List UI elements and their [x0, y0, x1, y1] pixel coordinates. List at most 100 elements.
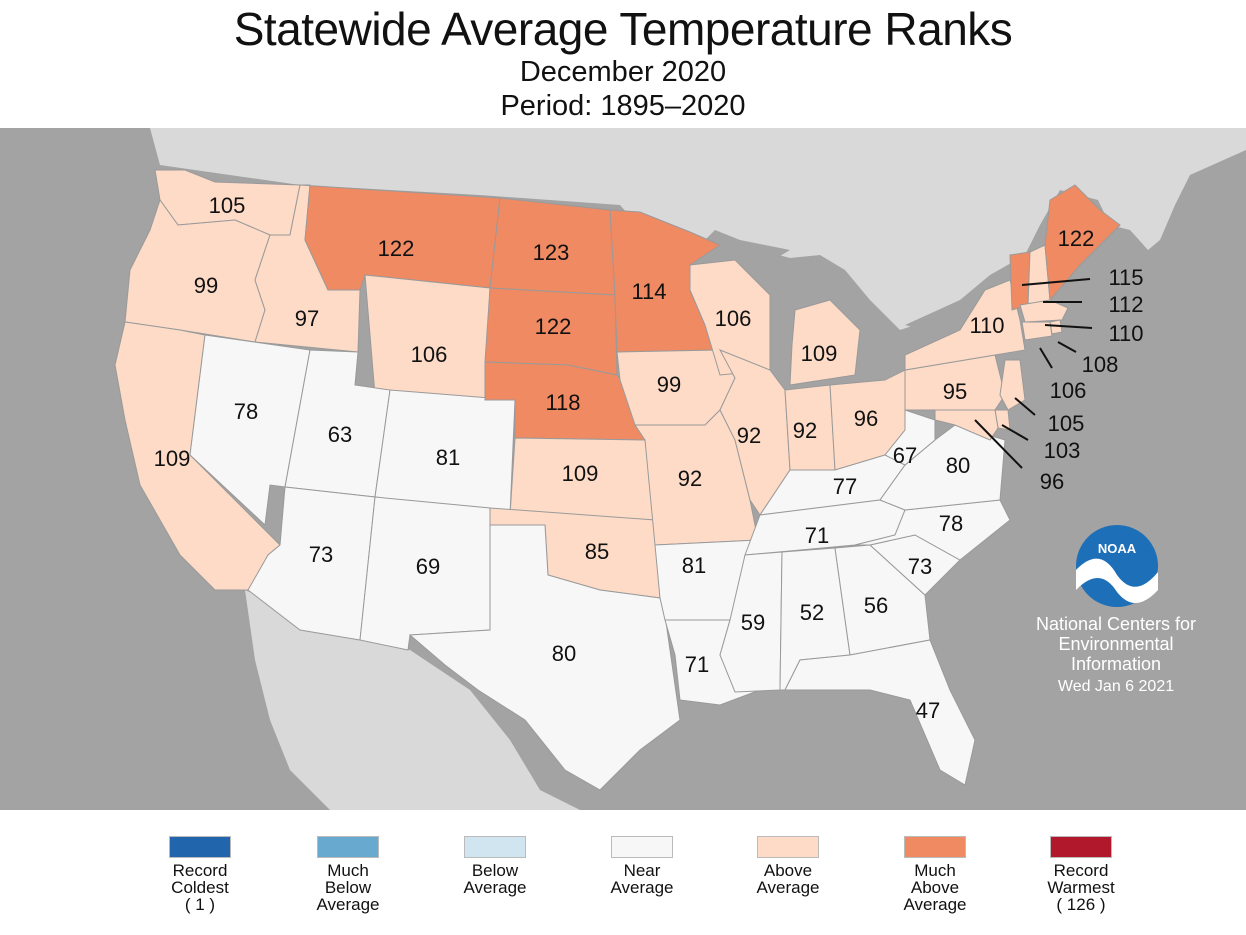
leader-lines: [974, 278, 1093, 469]
legend-label: Record Coldest ( 1 ): [171, 861, 229, 914]
legend-below: Below Average: [440, 836, 550, 896]
rank-label-tn: 71: [805, 523, 829, 548]
state-ny: [904, 279, 1026, 371]
rank-label-id: 97: [295, 306, 319, 331]
rank-label-co: 81: [436, 445, 460, 470]
rank-label-ok: 85: [585, 539, 609, 564]
state-ct: [1021, 321, 1053, 341]
legend-label: Above Average: [756, 861, 820, 897]
legend-record-warmest: Record Warmest ( 126 ): [1026, 836, 1136, 913]
legend-above: Above Average: [733, 836, 843, 896]
state-wy: [364, 274, 491, 401]
rank-label-wv: 67: [893, 443, 917, 468]
rank-label-nh: 112: [1108, 292, 1143, 317]
legend-near: Near Average: [587, 836, 697, 896]
rank-label-mn: 114: [631, 279, 666, 304]
leader-line-ri: [1057, 341, 1077, 353]
rank-label-la: 71: [685, 652, 709, 677]
rank-label-tx: 80: [552, 641, 576, 666]
rank-label-de: 103: [1044, 438, 1081, 463]
rank-label-nd: 123: [533, 240, 570, 265]
rank-label-md: 96: [1040, 469, 1064, 494]
legend: Record Coldest ( 1 ) Much Below Average …: [0, 836, 1246, 935]
legend-swatch: [757, 836, 819, 858]
rank-label-ar: 81: [682, 553, 706, 578]
legend-label: Near Average: [610, 861, 674, 897]
credit-line-1: National Centers for: [1036, 614, 1196, 634]
map-title: Statewide Average Temperature Ranks: [233, 3, 1013, 55]
rank-label-me: 122: [1058, 226, 1095, 251]
rank-label-nv: 78: [234, 399, 258, 424]
leader-line-vt: [1021, 278, 1091, 286]
legend-swatch: [464, 836, 526, 858]
rank-label-oh: 96: [854, 406, 878, 431]
rank-label-nc: 78: [939, 511, 963, 536]
rank-label-sc: 73: [908, 554, 932, 579]
rank-label-ma: 110: [1108, 321, 1143, 346]
leader-line-nj: [1014, 397, 1036, 416]
map-period: Period: 1895–2020: [500, 90, 746, 122]
canada-land: [150, 128, 1246, 330]
state-fl: [784, 639, 976, 786]
legend-much-below: Much Below Average: [293, 836, 403, 913]
state-nj: [999, 359, 1026, 411]
us-rank-map: 105 99 109 97 78 122 106 63 81 73 69 123 122 118 109 85…: [0, 128, 1246, 810]
rank-label-vt: 115: [1108, 265, 1143, 290]
rank-label-ct: 106: [1050, 378, 1087, 403]
credit-date: Wed Jan 6 2021: [1058, 678, 1174, 695]
rank-label-ri: 108: [1082, 352, 1119, 377]
rank-label-fl: 47: [916, 698, 940, 723]
legend-label: Much Below Average: [316, 861, 380, 914]
rank-label-mi: 109: [801, 341, 838, 366]
rank-label-nm: 69: [416, 554, 440, 579]
legend-swatch: [1050, 836, 1112, 858]
credit-line-2: Environmental: [1058, 634, 1173, 654]
rank-label-or: 99: [194, 273, 218, 298]
rank-label-ne: 118: [545, 390, 580, 415]
rank-label-ky: 77: [833, 474, 857, 499]
noaa-logo-icon: NOAA: [1076, 525, 1158, 607]
legend-record-coldest: Record Coldest ( 1 ): [145, 836, 255, 913]
state-md: [934, 409, 999, 441]
state-vt: [1009, 251, 1031, 311]
rank-label-wi: 106: [715, 306, 752, 331]
legend-much-above: Much Above Average: [880, 836, 990, 913]
state-me: [1044, 184, 1121, 302]
rank-label-wa: 105: [209, 193, 246, 218]
rank-labels: 105 99 109 97 78 122 106 63 81 73 69 123 122 118 109 85…: [154, 193, 1144, 723]
state-nc: [854, 499, 1011, 561]
leader-line-md: [974, 419, 1023, 469]
legend-swatch: [904, 836, 966, 858]
map-subtitle: December 2020: [519, 56, 727, 88]
rank-label-il: 92: [737, 423, 761, 448]
rank-label-al: 52: [800, 600, 824, 625]
state-ma: [1019, 299, 1069, 323]
rank-label-mo: 92: [678, 466, 702, 491]
rank-label-nj: 105: [1048, 411, 1085, 436]
rank-label-az: 73: [309, 542, 333, 567]
credit-line-3: Information: [1071, 654, 1161, 674]
rank-label-in: 92: [793, 418, 817, 443]
legend-swatch: [611, 836, 673, 858]
state-il: [718, 349, 791, 516]
rank-label-mt: 122: [378, 236, 415, 261]
rank-label-ga: 56: [864, 593, 888, 618]
leader-line-ct: [1039, 347, 1053, 369]
rank-label-wy: 106: [411, 342, 448, 367]
mexico-land: [245, 590, 580, 810]
legend-label: Record Warmest ( 126 ): [1047, 861, 1115, 914]
leader-line-ma: [1044, 324, 1093, 329]
rank-label-sd: 122: [535, 314, 572, 339]
state-tx: [408, 524, 681, 791]
rank-label-ca: 109: [154, 446, 191, 471]
state-mi: [789, 299, 861, 386]
states-layer: [114, 169, 1121, 791]
rank-label-ny: 110: [969, 313, 1004, 338]
legend-label: Below Average: [463, 861, 527, 897]
rank-label-pa: 95: [943, 379, 967, 404]
rank-label-ks: 109: [562, 461, 599, 486]
rank-label-ut: 63: [328, 422, 352, 447]
legend-swatch: [317, 836, 379, 858]
rank-label-ms: 59: [741, 610, 765, 635]
svg-text:NOAA: NOAA: [1098, 541, 1137, 556]
